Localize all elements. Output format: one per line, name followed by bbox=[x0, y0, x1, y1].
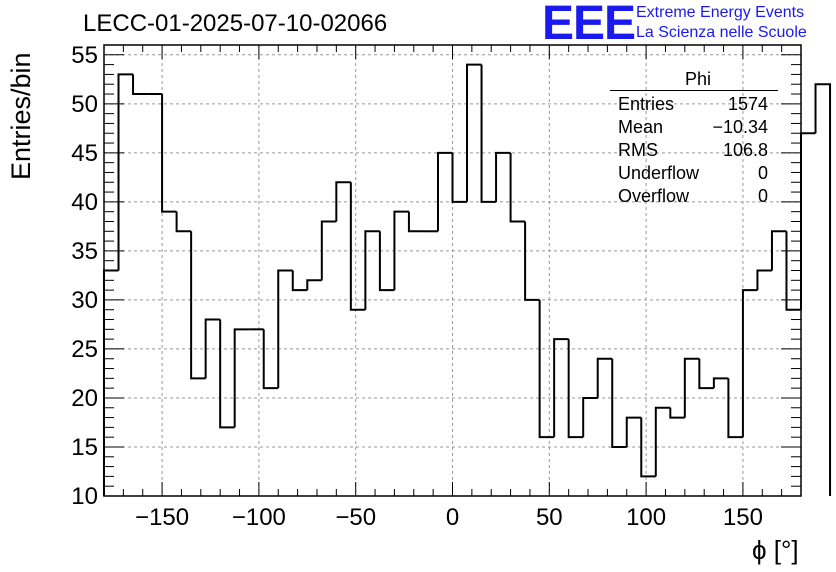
histogram-bin bbox=[132, 74, 148, 96]
stats-divider bbox=[610, 90, 778, 91]
logo-caption: Extreme Energy Events La Scienza nelle S… bbox=[636, 3, 807, 43]
histogram-bin bbox=[538, 299, 555, 439]
stats-label: Entries bbox=[618, 94, 675, 114]
stats-row-mean: Mean −10.34 bbox=[610, 116, 778, 139]
histogram-bin bbox=[582, 396, 598, 438]
stats-label: Overflow bbox=[618, 186, 690, 206]
histogram-bin bbox=[466, 63, 482, 202]
histogram-bin bbox=[378, 231, 395, 292]
stats-box: Phi Entries 1574 Mean −10.34 RMS 106.8 U… bbox=[610, 69, 778, 208]
histogram-bin bbox=[320, 220, 337, 281]
histogram-bin bbox=[509, 152, 526, 223]
histogram-bin bbox=[364, 230, 380, 310]
stats-row-underflow: Underflow 0 bbox=[610, 162, 778, 185]
y-tick-label: 25 bbox=[71, 336, 98, 363]
y-tick-label: 40 bbox=[71, 189, 98, 216]
histogram-bin bbox=[640, 417, 656, 478]
histogram-bin bbox=[291, 270, 308, 292]
histogram-bin bbox=[277, 269, 293, 389]
histogram-bin bbox=[393, 210, 409, 291]
histogram-bin bbox=[524, 221, 540, 301]
stats-title: Phi bbox=[684, 69, 711, 89]
histogram-bin bbox=[495, 151, 511, 202]
chart-title: LECC-01-2025-07-10-02066 bbox=[83, 10, 388, 37]
histogram-bin bbox=[219, 319, 235, 429]
y-tick-label: 30 bbox=[71, 287, 98, 314]
histogram-bin bbox=[683, 357, 700, 418]
tick-labels: −150 −100 −50 0 50 100 150 10 15 20 25 30 35 40 45 50 55 bbox=[71, 42, 763, 531]
histogram-bin bbox=[741, 289, 758, 438]
logo-caption-line1: Extreme Energy Events bbox=[636, 4, 805, 21]
histogram-bin bbox=[611, 358, 627, 448]
histogram-bin bbox=[233, 328, 250, 428]
histogram-bin bbox=[625, 416, 642, 447]
stats-row-entries: Entries 1574 bbox=[610, 93, 778, 116]
histogram-bin bbox=[262, 329, 279, 390]
histogram-bin bbox=[756, 269, 772, 291]
histogram-bin bbox=[436, 151, 453, 232]
stats-label: Mean bbox=[618, 117, 664, 137]
histogram-bin bbox=[117, 73, 134, 271]
histogram-bars bbox=[103, 63, 832, 496]
histogram-bin bbox=[451, 152, 468, 203]
histogram-bin bbox=[175, 211, 192, 233]
x-tick-label: 150 bbox=[723, 504, 763, 531]
x-tick-label: −50 bbox=[335, 504, 376, 531]
x-tick-label: −150 bbox=[135, 504, 189, 531]
logo-caption-line2: La Scienza nelle Scuole bbox=[636, 24, 807, 41]
histogram-bin bbox=[480, 64, 497, 203]
histogram-bin bbox=[712, 377, 729, 389]
histogram-bin bbox=[727, 378, 743, 439]
histogram-bin bbox=[161, 94, 177, 213]
y-tick-label: 10 bbox=[71, 483, 98, 510]
histogram-bin bbox=[596, 357, 613, 398]
histogram-bin bbox=[770, 230, 787, 271]
axis-ticks bbox=[104, 44, 801, 497]
x-axis-label: ϕ [°] bbox=[752, 535, 799, 565]
stats-value: −10.34 bbox=[712, 117, 768, 137]
histogram-bin bbox=[335, 181, 351, 222]
stats-value: 0 bbox=[757, 186, 768, 206]
histogram-bin bbox=[204, 318, 221, 379]
stats-value: 1574 bbox=[727, 94, 768, 114]
stats-value: 0 bbox=[757, 163, 768, 183]
stats-label: RMS bbox=[618, 140, 658, 160]
histogram-bin bbox=[553, 338, 569, 438]
y-tick-label: 50 bbox=[71, 91, 98, 118]
y-tick-label: 45 bbox=[71, 140, 98, 167]
eee-logo: EEE bbox=[542, 0, 636, 50]
x-tick-label: 100 bbox=[626, 504, 666, 531]
x-tick-label: 0 bbox=[446, 504, 459, 531]
histogram-bin bbox=[654, 406, 671, 477]
x-tick-label: 50 bbox=[536, 504, 563, 531]
histogram-bin bbox=[103, 269, 119, 496]
x-tick-label: −100 bbox=[232, 504, 286, 531]
histogram-bin bbox=[190, 231, 206, 380]
y-tick-label: 35 bbox=[71, 238, 98, 265]
stats-row-overflow: Overflow 0 bbox=[610, 185, 778, 208]
histogram-bin bbox=[814, 83, 832, 496]
histogram-bin bbox=[407, 211, 424, 233]
y-tick-label: 15 bbox=[71, 434, 98, 461]
histogram-bin bbox=[698, 358, 714, 390]
histogram-bin bbox=[349, 182, 366, 311]
y-tick-label: 20 bbox=[71, 385, 98, 412]
histogram-bin bbox=[800, 132, 816, 310]
y-tick-label: 55 bbox=[71, 42, 98, 69]
stats-label: Underflow bbox=[618, 163, 700, 183]
stats-row-rms: RMS 106.8 bbox=[610, 139, 778, 162]
histogram-bin bbox=[669, 407, 685, 419]
histogram-bin bbox=[306, 279, 322, 291]
stats-value: 106.8 bbox=[722, 140, 768, 160]
histogram-bin bbox=[567, 339, 584, 439]
y-axis-label: Entries/bin bbox=[6, 52, 36, 180]
